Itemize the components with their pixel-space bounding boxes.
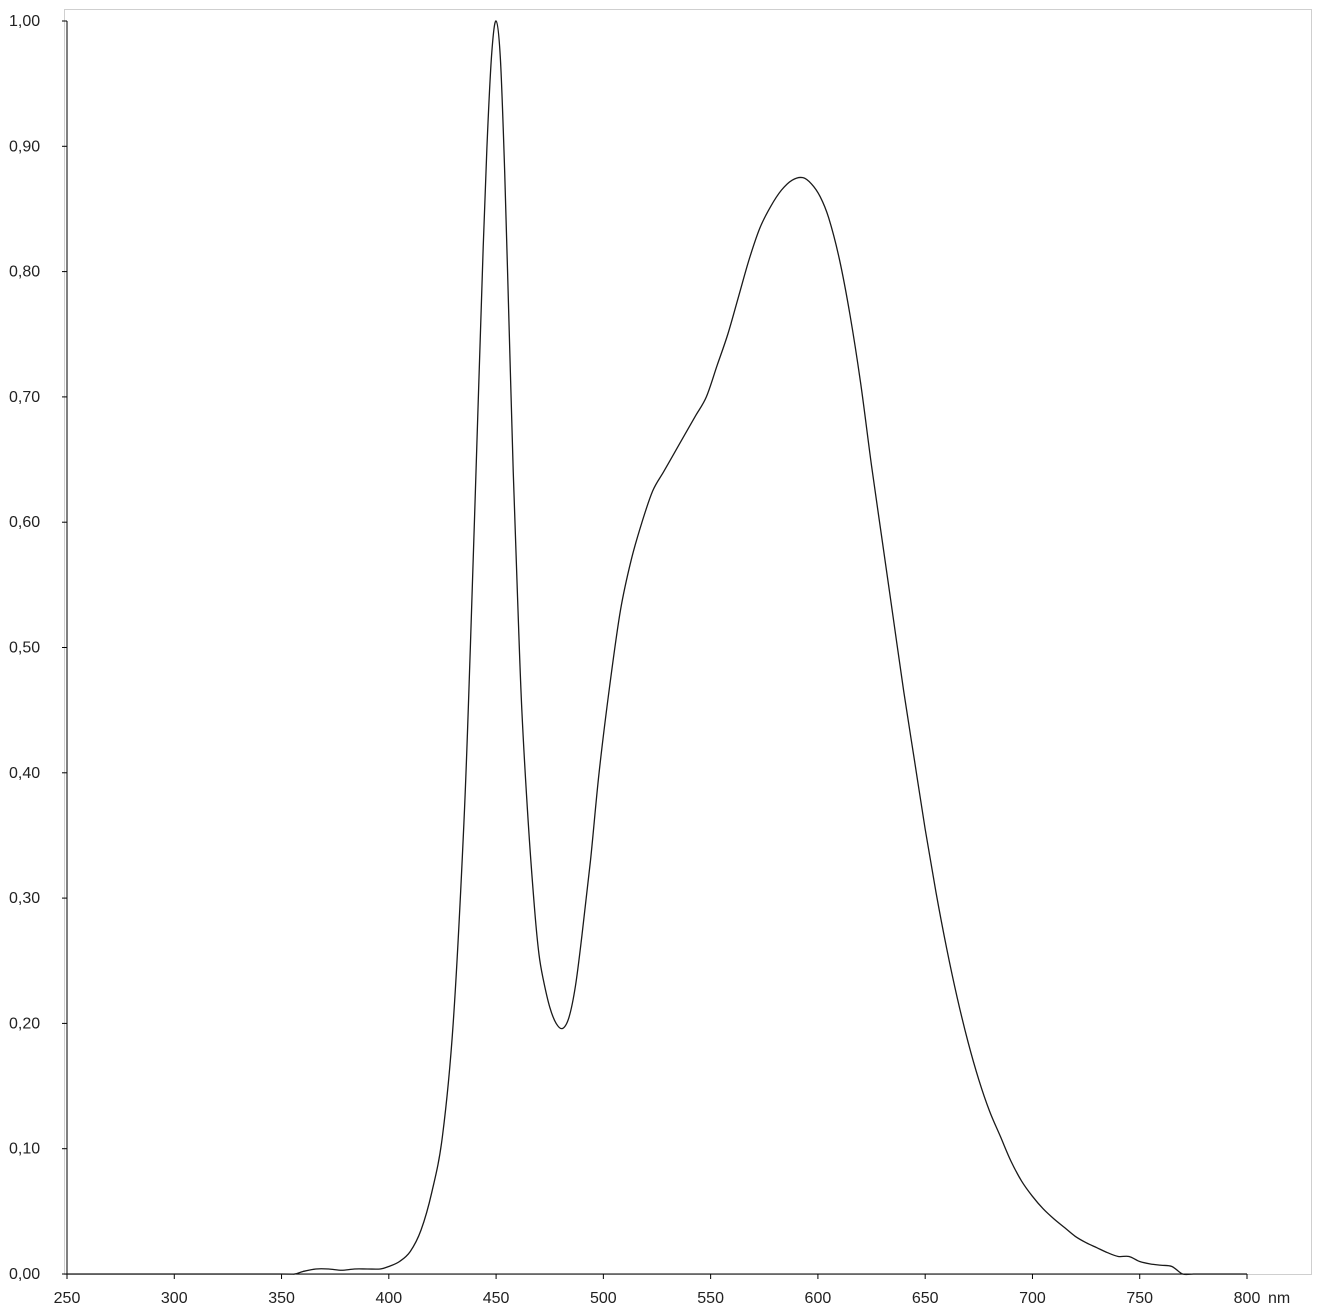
x-tick-label: 500 bbox=[590, 1290, 617, 1307]
y-tick-label: 0,40 bbox=[9, 765, 40, 782]
x-tick-label: 700 bbox=[1019, 1290, 1046, 1307]
x-tick-label: 550 bbox=[697, 1290, 724, 1307]
plot-frame bbox=[64, 9, 1312, 1275]
y-tick-label: 0,20 bbox=[9, 1015, 40, 1032]
x-tick-label: 350 bbox=[268, 1290, 295, 1307]
y-tick-label: 0,80 bbox=[9, 264, 40, 281]
y-axis: 0,00 0,10 0,20 0,30 0,40 0,50 0,60 0,70 0,80 0,90… bbox=[9, 13, 68, 1283]
x-unit-label: nm bbox=[1268, 1290, 1290, 1307]
y-tick-label: 0,00 bbox=[9, 1266, 40, 1283]
x-tick-label: 750 bbox=[1126, 1290, 1153, 1307]
y-tick-label: 0,60 bbox=[9, 514, 40, 531]
x-tick-label: 600 bbox=[805, 1290, 832, 1307]
x-tick-label: 450 bbox=[483, 1290, 510, 1307]
spectrum-line bbox=[67, 20, 1247, 1276]
y-tick-label: 1,00 bbox=[9, 13, 40, 30]
x-tick-label: 650 bbox=[912, 1290, 939, 1307]
x-tick-label: 400 bbox=[375, 1290, 402, 1307]
y-tick-label: 0,90 bbox=[9, 138, 40, 155]
x-tick-label: 800 bbox=[1234, 1290, 1261, 1307]
x-tick-label: 300 bbox=[161, 1290, 188, 1307]
y-tick-label: 0,30 bbox=[9, 890, 40, 907]
y-tick-label: 0,70 bbox=[9, 389, 40, 406]
x-tick-label: 250 bbox=[54, 1290, 81, 1307]
y-tick-label: 0,50 bbox=[9, 640, 40, 657]
y-tick-label: 0,10 bbox=[9, 1141, 40, 1158]
x-axis: 250 300 350 400 450 500 550 600 650 700 750 800 bbox=[54, 1273, 1261, 1307]
